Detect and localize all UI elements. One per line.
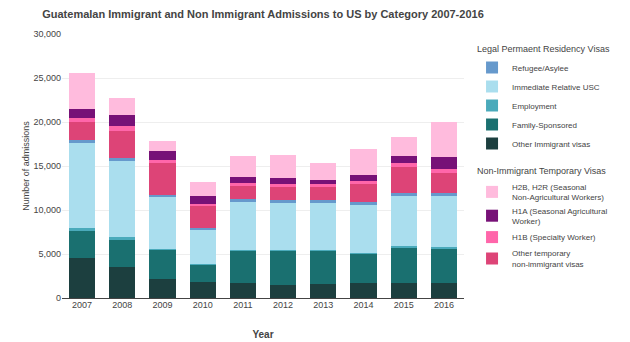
svg-text:2007: 2007 [72, 300, 92, 310]
svg-text:2016: 2016 [434, 300, 454, 310]
svg-text:Immediate Relative USC: Immediate Relative USC [512, 83, 600, 92]
svg-text:25,000: 25,000 [33, 73, 61, 83]
svg-text:0: 0 [56, 293, 61, 303]
svg-text:2008: 2008 [112, 300, 132, 310]
svg-text:2009: 2009 [152, 300, 172, 310]
svg-text:2012: 2012 [273, 300, 293, 310]
svg-text:Non-Immigrant Temporary Visas: Non-Immigrant Temporary Visas [477, 166, 606, 176]
svg-text:Employment: Employment [512, 102, 557, 111]
svg-text:Other Immigrant visas: Other Immigrant visas [512, 140, 590, 149]
svg-text:5,000: 5,000 [38, 249, 61, 259]
svg-text:Family-Sponsored: Family-Sponsored [512, 121, 577, 130]
svg-text:2011: 2011 [233, 300, 252, 310]
svg-text:H1B (Specialty Worker): H1B (Specialty Worker) [512, 233, 596, 242]
svg-text:2013: 2013 [313, 300, 333, 310]
svg-text:H1A (Seasonal AgriculturalWork: H1A (Seasonal AgriculturalWorker) [512, 207, 607, 226]
svg-text:30,000: 30,000 [33, 29, 61, 39]
svg-text:H2B, H2R (SeasonalNon-Agricult: H2B, H2R (SeasonalNon-Agricultural Worke… [512, 183, 604, 202]
svg-text:20,000: 20,000 [33, 117, 61, 127]
svg-text:Number of admissions: Number of admissions [21, 121, 31, 211]
svg-text:Refugee/Asylee: Refugee/Asylee [512, 64, 569, 73]
svg-text:2014: 2014 [353, 300, 373, 310]
svg-text:15,000: 15,000 [33, 161, 61, 171]
svg-text:Guatemalan Immigrant and Non I: Guatemalan Immigrant and Non Immigrant A… [42, 8, 484, 20]
svg-text:Legal Permaent Residency Visas: Legal Permaent Residency Visas [477, 44, 610, 54]
svg-text:10,000: 10,000 [33, 205, 61, 215]
svg-text:2015: 2015 [394, 300, 414, 310]
svg-text:Year: Year [252, 329, 273, 340]
svg-text:Other temporarynon-immigrant v: Other temporarynon-immigrant visas [512, 249, 584, 268]
svg-text:2010: 2010 [193, 300, 213, 310]
